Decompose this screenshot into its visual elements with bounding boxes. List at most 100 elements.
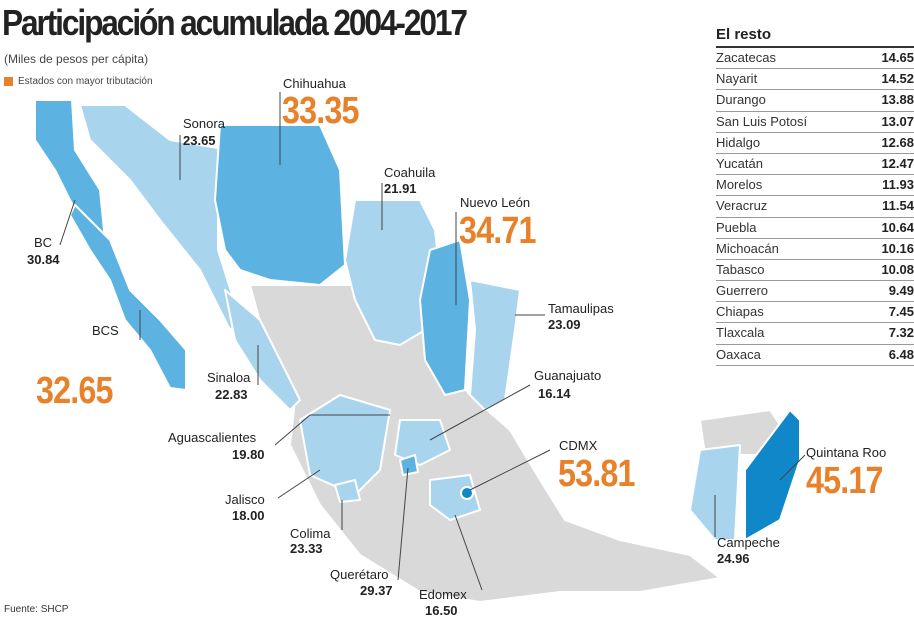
label-sonora: Sonora bbox=[183, 116, 225, 131]
value-jalisco: 18.00 bbox=[232, 508, 265, 523]
state-name: Hidalgo bbox=[716, 134, 761, 150]
value-quintana-roo: 45.17 bbox=[806, 460, 883, 502]
value-sonora: 23.65 bbox=[183, 133, 216, 148]
region-guanajuato bbox=[394, 419, 451, 466]
label-guanajuato: Guanajuato bbox=[534, 368, 602, 383]
value-edomex: 16.50 bbox=[425, 603, 458, 618]
label-nuevo-leon: Nuevo León bbox=[460, 195, 531, 210]
state-value: 14.65 bbox=[881, 50, 914, 65]
region-nuevo-leon bbox=[419, 239, 471, 396]
value-queretaro: 29.37 bbox=[360, 583, 393, 598]
leader-lines bbox=[59, 92, 806, 591]
state-value: 13.07 bbox=[881, 113, 914, 129]
label-queretaro: Querétaro bbox=[330, 567, 389, 582]
value-sinaloa: 22.83 bbox=[215, 387, 248, 402]
region-queretaro bbox=[399, 454, 419, 476]
label-campeche: Campeche bbox=[717, 535, 780, 550]
value-bcs: 32.65 bbox=[36, 370, 113, 412]
state-value: 12.68 bbox=[881, 134, 914, 150]
table-row: Michoacán 10.16 bbox=[716, 239, 914, 260]
label-coahuila: Coahuila bbox=[384, 165, 436, 180]
value-coahuila: 21.91 bbox=[384, 181, 417, 196]
state-value: 6.48 bbox=[888, 346, 914, 362]
region-sinaloa bbox=[224, 289, 301, 411]
label-chihuahua: Chihuahua bbox=[283, 76, 346, 91]
state-name: Veracruz bbox=[716, 198, 768, 214]
value-campeche: 24.96 bbox=[717, 551, 750, 566]
value-bc: 30.84 bbox=[27, 252, 60, 267]
state-name: Michoacán bbox=[716, 240, 779, 256]
state-value: 10.08 bbox=[881, 261, 914, 277]
table-row: Hidalgo 12.68 bbox=[716, 133, 914, 154]
state-name: Oaxaca bbox=[716, 346, 761, 362]
value-aguascalientes: 19.80 bbox=[232, 447, 265, 462]
region-sonora bbox=[79, 104, 241, 331]
value-colima: 23.33 bbox=[290, 541, 323, 556]
state-name: Durango bbox=[716, 92, 766, 108]
region-coahuila bbox=[344, 199, 441, 346]
region-chihuahua bbox=[214, 124, 346, 286]
label-quintana-roo: Quintana Roo bbox=[806, 445, 887, 460]
state-name: Guerrero bbox=[716, 283, 769, 299]
region-campeche bbox=[689, 444, 741, 541]
value-cdmx: 53.81 bbox=[558, 453, 635, 495]
table-row: Morelos 11.93 bbox=[716, 175, 914, 197]
region-tamaulipas bbox=[469, 279, 521, 411]
value-tamaulipas: 23.09 bbox=[548, 317, 581, 332]
state-name: Nayarit bbox=[716, 71, 758, 87]
state-value: 10.64 bbox=[881, 219, 914, 235]
state-value: 11.54 bbox=[882, 198, 914, 214]
region-cdmx bbox=[460, 486, 474, 500]
legend-swatch bbox=[4, 77, 13, 86]
value-guanajuato: 16.14 bbox=[538, 386, 571, 401]
region-jalisco bbox=[299, 394, 391, 496]
table-row: Guerrero 9.49 bbox=[716, 281, 914, 303]
legend-label: Estados con mayor tributación bbox=[18, 76, 153, 87]
state-value: 10.16 bbox=[881, 240, 914, 256]
state-value: 9.49 bbox=[888, 283, 914, 299]
label-edomex: Edomex bbox=[419, 587, 467, 602]
state-name: Morelos bbox=[716, 177, 763, 193]
state-name: Zacatecas bbox=[716, 50, 776, 65]
table-row: Puebla 10.64 bbox=[716, 218, 914, 239]
table-row: San Luis Potosí 13.07 bbox=[716, 112, 914, 133]
state-value: 11.93 bbox=[882, 177, 914, 193]
value-chihuahua: 33.35 bbox=[282, 90, 359, 132]
table-row: Tlaxcala 7.32 bbox=[716, 323, 914, 345]
table-row: Zacatecas 14.65 bbox=[716, 48, 914, 70]
state-value: 7.32 bbox=[888, 325, 914, 341]
state-value: 7.45 bbox=[888, 304, 914, 320]
table-row: Oaxaca 6.48 bbox=[716, 345, 914, 366]
page-title: Participación acumulada 2004-2017 bbox=[2, 2, 468, 43]
rest-table-title: El resto bbox=[716, 26, 914, 48]
state-name: Yucatán bbox=[716, 155, 763, 171]
state-name: Tlaxcala bbox=[716, 325, 765, 341]
value-nuevo-leon: 34.71 bbox=[459, 210, 536, 252]
state-name: Puebla bbox=[716, 219, 757, 235]
rest-table: El resto Zacatecas 14.65 Nayarit 14.52 Duran… bbox=[716, 26, 914, 366]
label-bc: BC bbox=[34, 235, 53, 250]
table-row: Veracruz 11.54 bbox=[716, 196, 914, 218]
state-name: Tabasco bbox=[716, 261, 765, 277]
state-value: 12.47 bbox=[881, 155, 914, 171]
table-row: Chiapas 7.45 bbox=[716, 302, 914, 324]
source-note: Fuente: SHCP bbox=[4, 604, 69, 615]
region-bcs bbox=[69, 204, 187, 391]
label-cdmx: CDMX bbox=[559, 438, 598, 453]
label-tamaulipas: Tamaulipas bbox=[548, 301, 614, 316]
state-name: San Luis Potosí bbox=[716, 113, 808, 129]
label-aguascalientes: Aguascalientes bbox=[168, 430, 257, 445]
state-value: 14.52 bbox=[881, 71, 914, 87]
label-colima: Colima bbox=[290, 526, 331, 541]
label-jalisco: Jalisco bbox=[225, 492, 265, 507]
table-row: Tabasco 10.08 bbox=[716, 260, 914, 282]
table-row: Nayarit 14.52 bbox=[716, 69, 914, 91]
subtitle: (Miles de pesos per cápita) bbox=[4, 52, 149, 66]
state-name: Chiapas bbox=[716, 304, 764, 320]
legend: Estados con mayor tributación bbox=[4, 76, 153, 87]
label-sinaloa: Sinaloa bbox=[207, 370, 251, 385]
label-bcs: BCS bbox=[92, 323, 119, 338]
table-row: Durango 13.88 bbox=[716, 90, 914, 112]
state-value: 13.88 bbox=[881, 92, 914, 108]
